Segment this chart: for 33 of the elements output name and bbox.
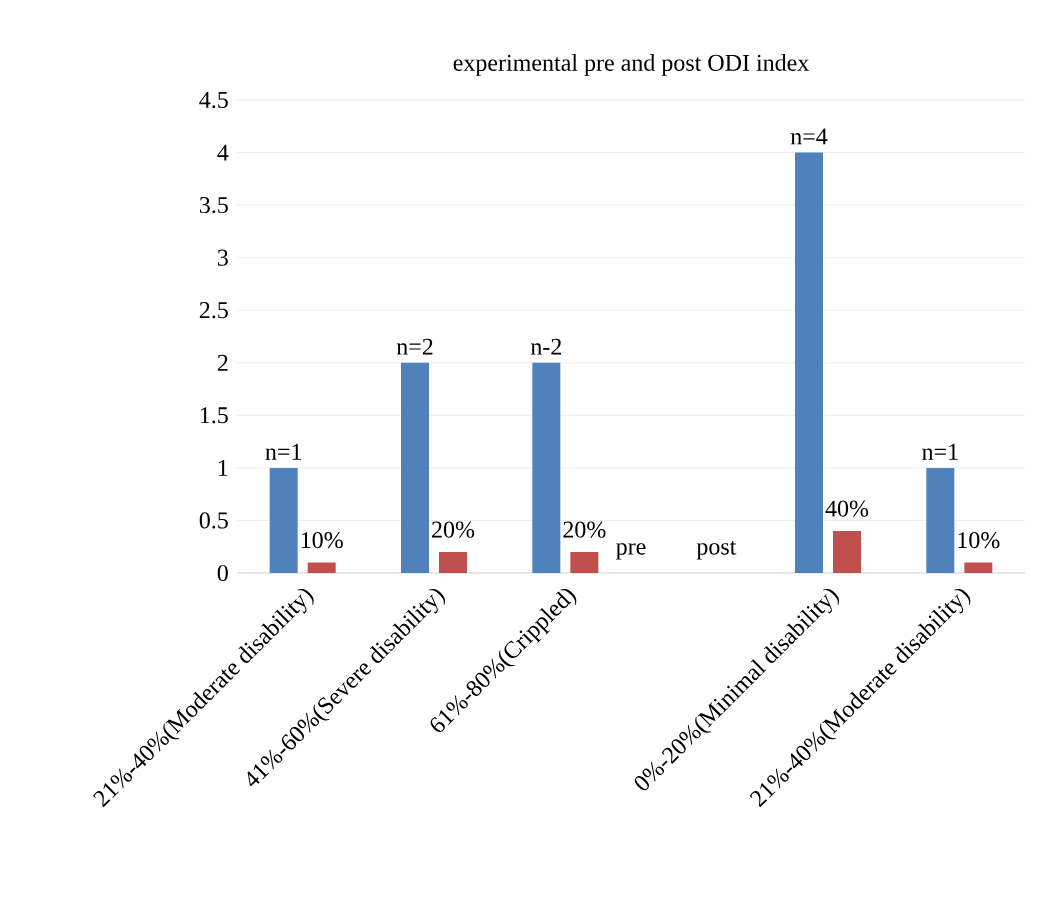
bar	[532, 362, 561, 573]
bar	[964, 562, 993, 573]
data-label: 10%	[301, 532, 343, 549]
data-label: n=2	[396, 338, 433, 355]
y-tick-label: 0.5	[199, 512, 228, 529]
y-tick-label: 3	[217, 249, 228, 266]
data-label: 10%	[958, 532, 1000, 549]
y-tick-label: 2	[217, 354, 228, 371]
y-tick-label: 2.5	[199, 302, 228, 319]
data-label: n=1	[265, 443, 301, 460]
chart-title: experimental pre and post ODI index	[453, 54, 810, 76]
y-tick-label: 4.5	[199, 91, 228, 109]
y-tick-label: 1	[218, 459, 228, 476]
data-label: n=1	[922, 443, 958, 460]
y-tick-label: 0	[217, 564, 228, 582]
data-label: n-2	[530, 338, 562, 355]
bar	[401, 362, 429, 573]
bar	[833, 530, 862, 573]
y-tick-label: 4	[217, 144, 229, 161]
data-label: 20%	[432, 521, 475, 538]
data-label: 20%	[563, 521, 606, 538]
data-label: n=4	[790, 128, 828, 145]
bar	[307, 562, 336, 573]
y-tick-label: 3.5	[199, 197, 228, 214]
bar	[570, 551, 599, 573]
bar	[926, 467, 955, 573]
annotation: post	[696, 540, 737, 560]
bar	[269, 467, 298, 573]
bar	[439, 551, 467, 573]
y-tick-label: 1.5	[200, 407, 228, 424]
bar	[795, 152, 824, 573]
data-label: 40%	[825, 500, 869, 517]
annotation: pre	[616, 543, 646, 560]
